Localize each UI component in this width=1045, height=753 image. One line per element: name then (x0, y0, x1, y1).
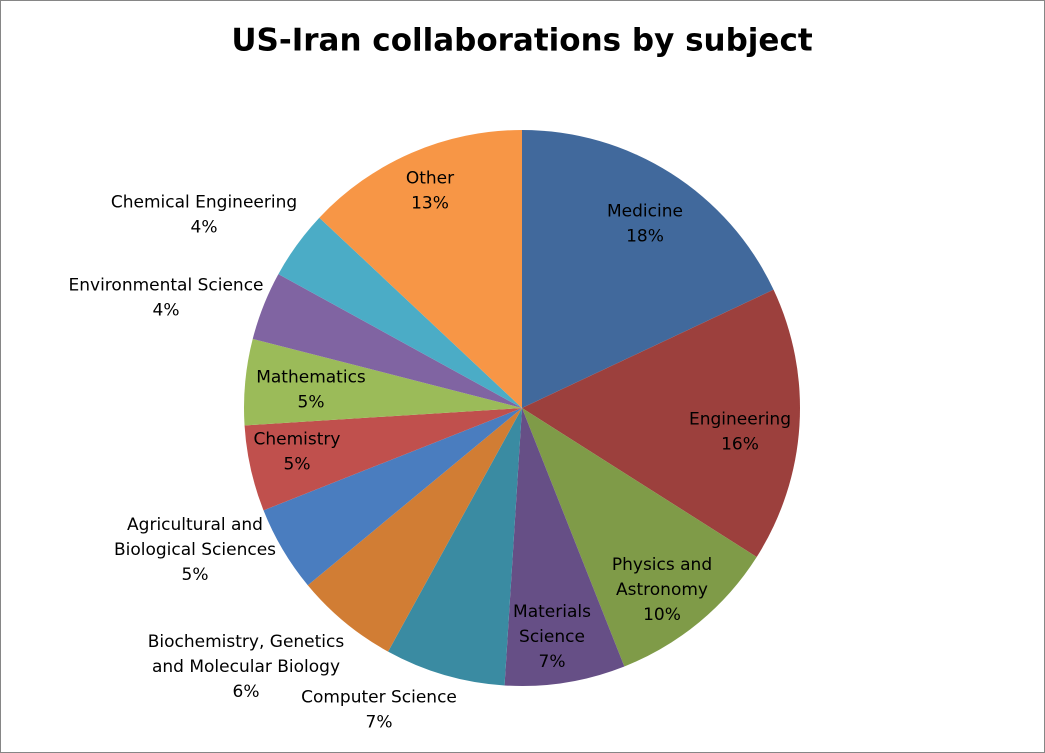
pie-slice (244, 338, 523, 426)
pie-slice (388, 408, 522, 686)
chart-title: US-Iran collaborations by subject (231, 23, 812, 59)
slice-value-label: 7% (366, 713, 393, 733)
slice-value-label: 5% (298, 393, 325, 413)
slice-label: Computer Science (301, 688, 457, 708)
slice-value-label: 10% (643, 605, 681, 625)
slice-label: Environmental Science (69, 276, 264, 296)
slice-label: Chemical Engineering (111, 193, 297, 213)
pie-slice (252, 274, 522, 408)
slice-label: Medicine (607, 202, 683, 222)
pie-slice (278, 217, 522, 408)
pie-slice (522, 130, 774, 408)
slice-label: Chemistry (254, 430, 341, 450)
slice-value-label: 7% (539, 652, 566, 672)
slice-label: Materials Science (513, 602, 591, 647)
pie-slice (522, 408, 757, 667)
slice-value-label: 13% (411, 194, 449, 214)
slice-label: Other (406, 169, 454, 189)
slice-value-label: 18% (626, 227, 664, 247)
slice-value-label: 4% (153, 301, 180, 321)
slice-label: Biochemistry, Genetics and Molecular Biol… (148, 632, 345, 677)
pie-slice (244, 408, 522, 511)
slice-label: Mathematics (256, 368, 366, 388)
slice-label: Engineering (689, 410, 791, 430)
slice-value-label: 5% (182, 565, 209, 585)
slice-value-label: 4% (191, 218, 218, 238)
slice-label: Physics and Astronomy (612, 555, 712, 600)
pie-slice (504, 408, 625, 686)
pie-slice (307, 408, 522, 652)
pie-slice (522, 289, 800, 557)
slice-label: Agricultural and Biological Sciences (114, 515, 276, 560)
pie-slice (263, 408, 522, 586)
slice-value-label: 5% (284, 455, 311, 475)
slice-value-label: 16% (721, 435, 759, 455)
pie-slice (319, 130, 522, 408)
slice-value-label: 6% (233, 682, 260, 702)
